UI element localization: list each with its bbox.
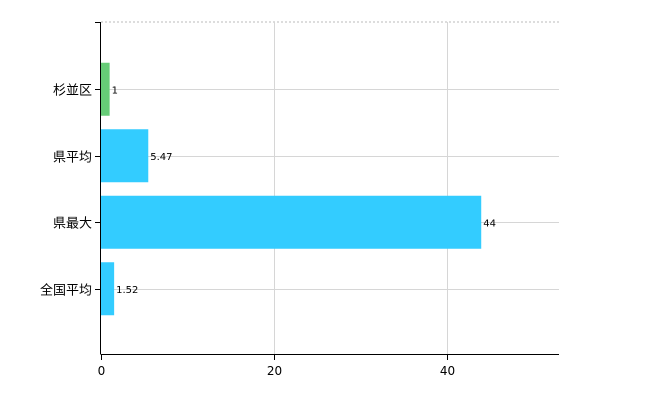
category-label-1: 杉並区 <box>53 84 92 99</box>
bar-4 <box>101 262 115 316</box>
data-label-3: 44 <box>483 218 496 229</box>
category-label-4: 全国平均 <box>40 283 92 299</box>
axis-layer <box>95 22 559 360</box>
bar-1 <box>101 62 110 116</box>
bar-layer <box>101 62 482 316</box>
x-tick-label-40: 40 <box>440 364 455 378</box>
data-label-2: 5.47 <box>150 152 172 163</box>
data-label-4: 1.52 <box>116 285 138 296</box>
data-label-1: 1 <box>112 85 118 96</box>
bar-3 <box>101 195 482 249</box>
grid-layer <box>101 21 559 354</box>
category-label-2: 県平均 <box>53 151 92 166</box>
category-label-3: 県最大 <box>53 217 92 232</box>
x-tick-label-20: 20 <box>267 364 282 378</box>
x-tick-label-0: 0 <box>98 364 106 378</box>
bar-2 <box>101 129 149 183</box>
